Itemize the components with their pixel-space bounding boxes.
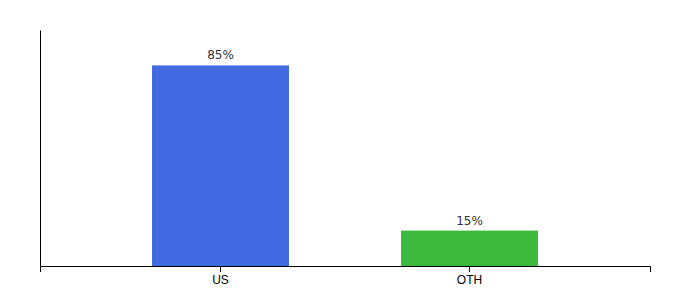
plot: 85% 15% US OTH xyxy=(41,31,651,287)
x-tick-label: US xyxy=(212,273,229,287)
bar xyxy=(152,65,289,266)
x-axis: US OTH xyxy=(41,266,651,287)
x-tick: OTH xyxy=(457,266,482,287)
bar xyxy=(401,231,538,266)
data-label: 85% xyxy=(207,48,234,62)
bars xyxy=(152,65,538,266)
x-tick: US xyxy=(212,266,229,287)
y-axis-line xyxy=(40,31,41,267)
chart-svg: 85% 15% US OTH xyxy=(0,0,680,300)
chart-container: 85% 15% US OTH xyxy=(0,0,680,300)
y-axis xyxy=(40,31,41,267)
x-axis-line xyxy=(41,267,651,273)
data-label: 15% xyxy=(456,214,483,228)
x-tick-mark xyxy=(220,266,221,272)
x-tick-mark xyxy=(469,266,470,272)
data-labels: 85% 15% xyxy=(207,48,483,227)
x-tick-label: OTH xyxy=(457,273,482,287)
